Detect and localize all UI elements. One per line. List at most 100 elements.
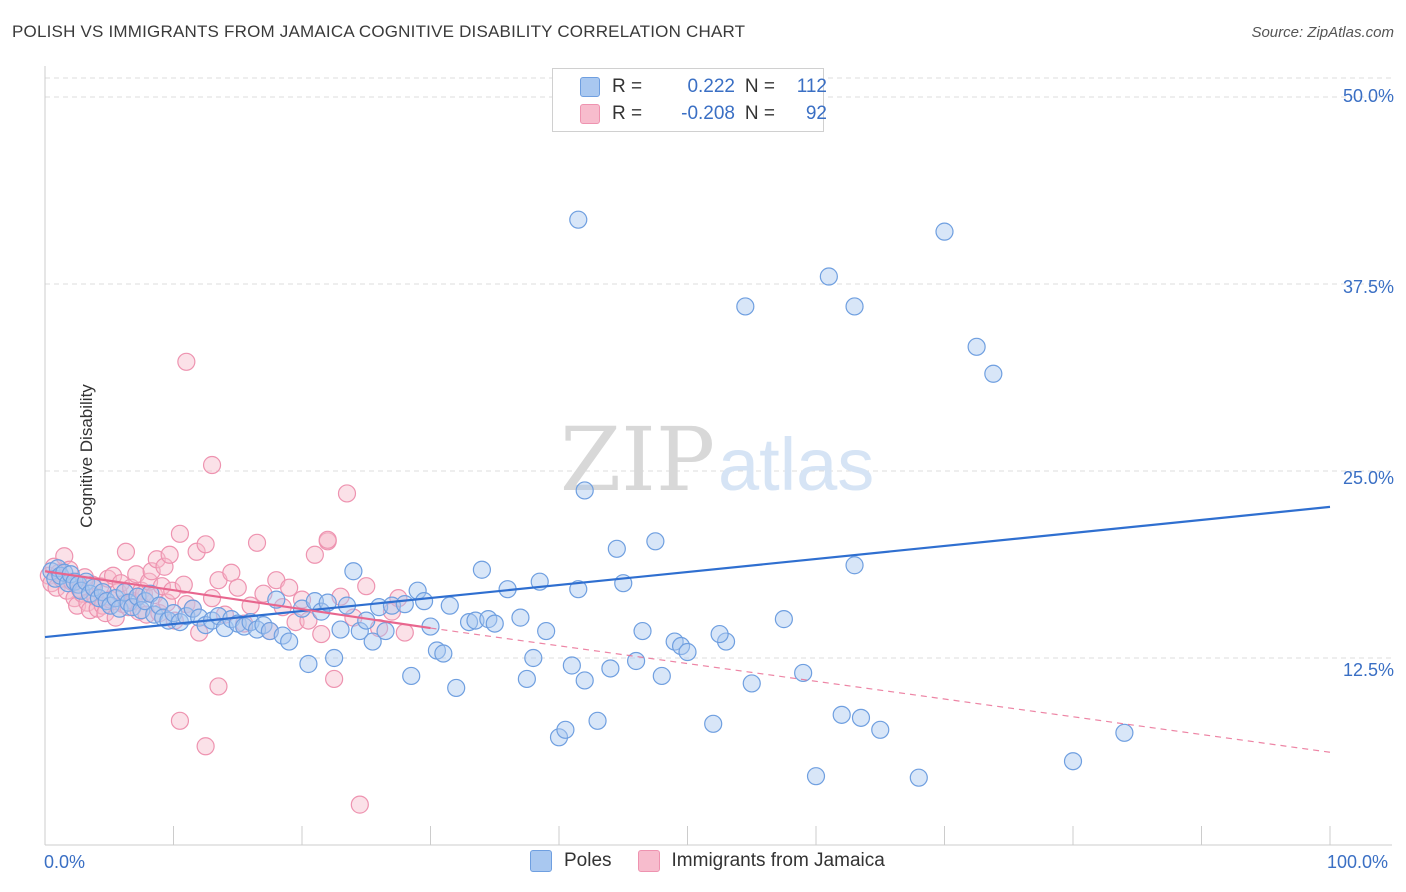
legend-r-value: -0.208 (681, 103, 735, 124)
data-point-jamaica (155, 557, 174, 576)
data-point-jamaica (357, 577, 376, 596)
data-point-poles (806, 767, 826, 786)
trend-line-jamaica (44, 570, 431, 630)
data-point-poles (575, 671, 594, 690)
data-point-poles (459, 612, 479, 632)
legend-label-poles: Poles (564, 850, 612, 871)
data-point-jamaica (106, 608, 125, 627)
data-point-jamaica (196, 535, 215, 554)
series-legend: Poles Immigrants from Jamaica (530, 850, 911, 872)
data-point-jamaica (318, 530, 337, 549)
data-point-jamaica (247, 533, 267, 552)
legend-swatch-pink (580, 104, 600, 124)
data-point-poles (832, 705, 851, 724)
watermark-zip: ZIP (560, 408, 715, 511)
source-label: Source: ZipAtlas.com (1251, 24, 1394, 41)
data-point-poles (819, 267, 838, 286)
data-point-jamaica (312, 624, 331, 644)
data-point-poles (280, 632, 299, 651)
data-point-poles (447, 678, 466, 698)
legend-n-label: N = (744, 76, 775, 97)
data-point-poles (646, 532, 665, 551)
data-point-poles (440, 596, 459, 615)
watermark-atlas: atlas (718, 423, 874, 506)
data-point-poles (344, 562, 363, 581)
data-point-jamaica (280, 578, 299, 597)
data-point-poles (1115, 723, 1134, 742)
data-point-poles (569, 210, 588, 229)
data-point-jamaica (116, 542, 136, 561)
data-point-jamaica (305, 545, 324, 564)
grid-lines (45, 77, 1392, 659)
data-point-poles (183, 599, 202, 618)
data-point-jamaica (209, 677, 228, 696)
data-point-poles (414, 592, 434, 611)
data-point-jamaica (395, 623, 414, 642)
data-point-poles (633, 621, 652, 641)
data-point-poles (331, 620, 350, 639)
data-point-poles (984, 364, 1003, 383)
data-point-jamaica (174, 575, 193, 594)
legend-r-label: R = (612, 103, 643, 124)
legend-label-jamaica: Immigrants from Jamaica (671, 850, 885, 871)
legend-r-label: R = (612, 76, 643, 97)
legend-swatch-pink (637, 850, 660, 872)
legend-item-poles: Poles (530, 850, 612, 872)
data-point-poles (1063, 752, 1083, 771)
legend-n-value: 92 (805, 103, 827, 124)
data-point-jamaica (222, 563, 241, 582)
data-point-poles (845, 556, 864, 575)
data-point-poles (851, 708, 871, 727)
correlation-legend: R = 0.222 N = 112 R = -0.208 N = 92 (552, 68, 827, 132)
x-tick-label: 100.0% (1327, 852, 1389, 872)
legend-row-poles: R = 0.222 N = 112 (553, 74, 827, 100)
legend-n-value: 112 (796, 76, 827, 97)
data-point-jamaica (350, 795, 369, 814)
data-point-poles (742, 674, 761, 693)
data-point-poles (774, 610, 793, 629)
y-tick-label: 37.5% (1342, 277, 1394, 297)
y-axis-label: Cognitive Disability (76, 384, 96, 528)
data-point-poles (607, 539, 626, 558)
legend-swatch-blue (580, 77, 600, 97)
data-point-poles (537, 621, 556, 641)
data-point-poles (794, 663, 813, 683)
data-point-poles (549, 728, 569, 747)
data-point-poles (652, 666, 671, 686)
y-tick-label: 50.0% (1342, 86, 1394, 106)
data-point-poles (472, 560, 491, 579)
data-point-poles (325, 648, 344, 668)
data-point-jamaica (202, 589, 222, 608)
data-point-poles (871, 720, 890, 739)
data-point-poles (562, 656, 581, 675)
data-point-jamaica (196, 737, 215, 756)
data-point-poles (299, 654, 318, 674)
trend-line-poles (44, 505, 1331, 639)
data-point-poles (357, 611, 376, 630)
data-point-jamaica (337, 484, 357, 503)
data-point-poles (575, 481, 594, 500)
data-point-poles (935, 222, 954, 241)
data-point-poles (376, 621, 395, 641)
data-point-poles (402, 666, 421, 686)
x-tick-label: 0.0% (44, 852, 86, 872)
data-point-poles (517, 669, 536, 689)
legend-r-value: 0.222 (687, 76, 735, 97)
trend-lines (44, 505, 1331, 753)
data-point-poles (350, 621, 369, 641)
data-point-poles (967, 337, 986, 356)
data-point-poles (845, 297, 864, 316)
data-point-poles (511, 608, 530, 627)
legend-n-label: N = (744, 103, 775, 124)
data-point-poles (363, 632, 382, 651)
data-point-poles (434, 644, 453, 663)
data-point-jamaica (170, 711, 190, 730)
data-point-poles (678, 642, 697, 662)
data-point-jamaica (160, 545, 179, 564)
data-point-jamaica (177, 352, 196, 371)
legend-item-jamaica: Immigrants from Jamaica (637, 850, 885, 872)
data-point-poles (909, 768, 928, 787)
data-point-poles (150, 596, 169, 615)
data-point-jamaica (190, 623, 209, 642)
